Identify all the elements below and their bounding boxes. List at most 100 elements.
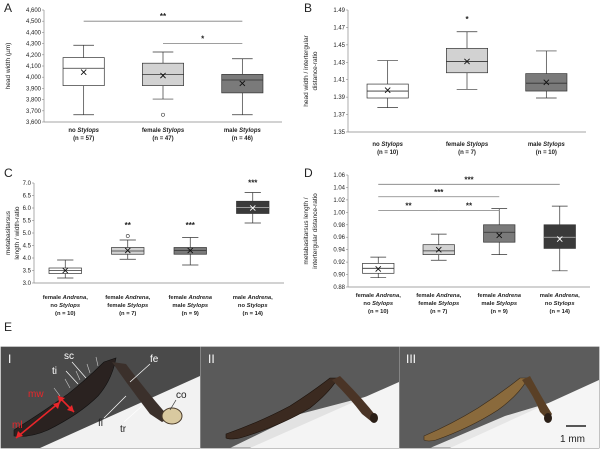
x-category-label: (n = 14): [550, 309, 571, 315]
mean-marker: [464, 58, 470, 65]
label-tr: tr: [120, 424, 127, 435]
significance-label: **: [405, 201, 412, 210]
x-category-label: female Andrena,: [356, 293, 402, 299]
mean-marker: [384, 87, 391, 94]
x-category-label: no Stylops: [545, 301, 575, 307]
y-tick-label: 4,100: [26, 64, 42, 70]
x-category-label: no Stylops: [68, 128, 99, 134]
scale-bar-label: 1 mm: [560, 434, 585, 445]
x-category-label: female Andrena,: [105, 295, 151, 301]
x-category-label: (n = 10): [536, 150, 557, 156]
mean-marker: [160, 72, 166, 79]
leader-ti: [65, 370, 79, 385]
photo-light-i: [40, 376, 200, 448]
leader-sc: [71, 361, 87, 379]
panel-e: E: [0, 318, 600, 449]
x-category-label: (n = 9): [491, 309, 508, 315]
y-tick-label: 3,600: [26, 120, 42, 126]
outlier-point: [161, 112, 165, 117]
label-co: co: [176, 390, 187, 401]
x-category-label: female Andrena,: [43, 295, 89, 301]
leg-iii: [423, 377, 529, 442]
x-category-label: male Stylops: [481, 301, 518, 307]
significance-label: ***: [434, 188, 444, 197]
subpanel-ii: II: [208, 352, 215, 366]
mean-marker: [375, 266, 382, 272]
panel-letter-a: A: [4, 1, 12, 15]
y-tick-label: 1.39: [333, 95, 345, 101]
y-tick-label: 4,600: [26, 8, 42, 14]
ml-arrowhead-a: [16, 431, 23, 438]
significance-label: ***: [248, 179, 258, 188]
panel-letter-d: D: [304, 166, 313, 180]
leg-ii-femur: [332, 376, 376, 422]
y-tick-label: 1.43: [333, 60, 345, 66]
photo-shadow-ii: [201, 347, 399, 448]
y-tick-label: 1.47: [333, 25, 345, 31]
mean-marker: [496, 232, 503, 239]
significance-label: ***: [464, 175, 474, 184]
x-category-label: (n = 14): [243, 311, 264, 317]
y-tick-label: 7.0: [23, 181, 32, 187]
leg-i-hairs: [53, 356, 99, 397]
leg-i-coxa: [161, 407, 183, 425]
y-tick-label: 0.96: [333, 235, 345, 241]
y-tick-label: 1.04: [333, 185, 345, 191]
y-tick-label: 1.35: [333, 130, 345, 136]
x-category-label: no Stylops: [363, 301, 393, 307]
significance-label: ***: [186, 221, 196, 230]
mw-arrowhead-b: [67, 405, 74, 412]
y-axis-label: head width (µm): [5, 43, 12, 90]
x-category-label: no Stylops: [238, 303, 268, 309]
mean-marker: [556, 236, 563, 243]
significance-label: **: [125, 221, 132, 230]
x-category-label: male Stylops: [224, 128, 262, 134]
label-sc: sc: [64, 351, 74, 362]
subpanel-iii: III: [406, 352, 416, 366]
leader-fe: [129, 363, 151, 383]
x-category-label: female Stylops: [418, 301, 460, 307]
y-tick-label: 4,400: [26, 30, 42, 36]
y-tick-label: 0.98: [333, 223, 345, 229]
y-tick-label: 3,700: [26, 109, 42, 115]
label-fe: fe: [150, 354, 159, 365]
y-tick-label: 0.88: [333, 285, 345, 291]
y-tick-label: 5.5: [23, 219, 32, 225]
x-category-label: female Andrena: [478, 293, 522, 299]
y-tick-label: 1.06: [333, 173, 345, 179]
mean-marker: [80, 69, 87, 76]
significance-label: *: [465, 15, 469, 24]
box: [446, 47, 488, 74]
y-tick-label: 1.02: [333, 198, 345, 204]
x-category-label: male Andrena,: [233, 295, 273, 301]
y-axis-label: metabasitarsus length /: [303, 197, 310, 264]
outlier-point: [125, 234, 130, 238]
x-category-label: female Stylops: [142, 128, 185, 134]
x-category-label: (n = 10): [368, 309, 389, 315]
x-category-label: female Stylops: [107, 303, 149, 309]
mean-marker: [124, 247, 131, 254]
y-tick-label: 4,200: [26, 53, 42, 59]
significance-label: **: [160, 12, 167, 21]
leader-co: [169, 399, 177, 411]
leg-photos: I II III sc ti fe mw ml co fl tr 1 mm: [0, 346, 600, 449]
y-tick-label: 1.00: [333, 210, 345, 216]
y-tick-label: 1.41: [333, 78, 345, 84]
y-tick-label: 1.45: [333, 43, 345, 49]
y-tick-label: 3.5: [23, 269, 32, 275]
leg-iii-femur: [522, 376, 552, 420]
y-tick-label: 5.0: [23, 231, 32, 237]
x-category-label: (n = 7): [458, 150, 476, 156]
y-tick-label: 0.92: [333, 260, 345, 266]
leader-fl: [103, 395, 127, 419]
label-fl: fl: [98, 418, 103, 429]
label-ml: ml: [12, 420, 23, 431]
y-tick-label: 3.0: [23, 281, 32, 287]
y-tick-label: 1.37: [333, 113, 345, 119]
panel-letter-e: E: [4, 320, 13, 334]
